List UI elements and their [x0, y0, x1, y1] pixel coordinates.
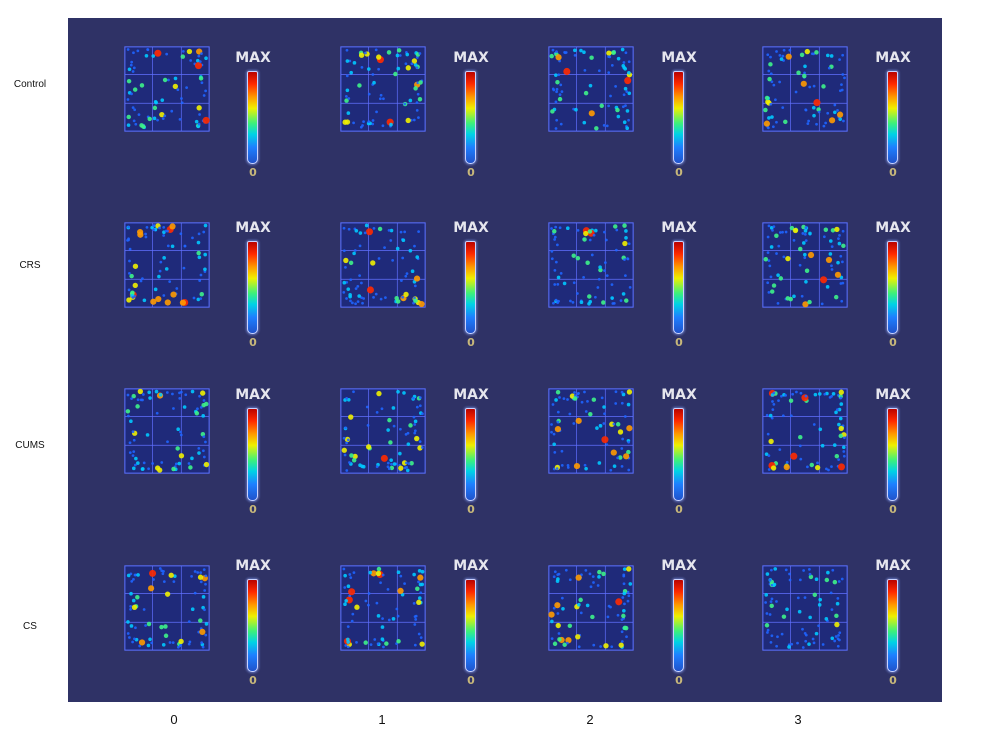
colorbar: MAX 0	[858, 558, 928, 688]
colorbar-gradient	[887, 579, 898, 672]
colorbar: MAX 0	[644, 220, 714, 350]
colorbar-max-label: MAX	[875, 387, 911, 403]
colorbar-min-label: 0	[675, 336, 683, 349]
heatmap-arena	[548, 222, 634, 308]
colorbar-gradient	[247, 71, 258, 164]
colorbar-max-label: MAX	[661, 558, 697, 574]
colorbar-gradient	[673, 408, 684, 501]
colorbar-min-label: 0	[889, 674, 897, 687]
colorbar-gradient	[465, 579, 476, 672]
colorbar: MAX 0	[436, 558, 506, 688]
colorbar: MAX 0	[858, 387, 928, 517]
colorbar-max-label: MAX	[875, 50, 911, 66]
colorbar-gradient	[673, 241, 684, 334]
colorbar-min-label: 0	[675, 674, 683, 687]
colorbar-gradient	[887, 408, 898, 501]
colorbar-gradient	[465, 408, 476, 501]
colorbar-gradient	[465, 241, 476, 334]
heatmap-arena	[124, 46, 210, 132]
colorbar: MAX 0	[218, 50, 288, 180]
colorbar-max-label: MAX	[235, 220, 271, 236]
colorbar-min-label: 0	[467, 336, 475, 349]
colorbar-max-label: MAX	[453, 220, 489, 236]
heatmap-arena	[340, 388, 426, 474]
colorbar: MAX 0	[436, 50, 506, 180]
heatmap-arena	[340, 222, 426, 308]
heatmap-arena	[762, 388, 848, 474]
colorbar-gradient	[673, 71, 684, 164]
heatmap-arena	[548, 388, 634, 474]
row-label: CS	[23, 621, 37, 632]
colorbar: MAX 0	[644, 387, 714, 517]
colorbar-min-label: 0	[249, 166, 257, 179]
colorbar-gradient	[887, 71, 898, 164]
colorbar-max-label: MAX	[453, 558, 489, 574]
column-label: 3	[794, 712, 802, 727]
row-label: CRS	[19, 260, 41, 271]
colorbar-gradient	[247, 241, 258, 334]
colorbar-max-label: MAX	[661, 220, 697, 236]
heatmap-arena	[124, 388, 210, 474]
colorbar-max-label: MAX	[453, 50, 489, 66]
colorbar-gradient	[887, 241, 898, 334]
heatmap-arena	[340, 565, 426, 651]
row-label: CUMS	[15, 440, 45, 451]
colorbar-gradient	[673, 579, 684, 672]
colorbar-min-label: 0	[889, 336, 897, 349]
colorbar-min-label: 0	[889, 503, 897, 516]
colorbar-min-label: 0	[249, 336, 257, 349]
colorbar-min-label: 0	[467, 503, 475, 516]
colorbar-min-label: 0	[675, 503, 683, 516]
heatmap-arena	[124, 565, 210, 651]
colorbar: MAX 0	[644, 558, 714, 688]
colorbar: MAX 0	[218, 558, 288, 688]
colorbar: MAX 0	[644, 50, 714, 180]
row-label: Control	[13, 79, 47, 90]
heatmap-arena	[340, 46, 426, 132]
heatmap-arena	[762, 46, 848, 132]
colorbar-gradient	[247, 579, 258, 672]
colorbar-gradient	[247, 408, 258, 501]
column-label: 2	[586, 712, 594, 727]
colorbar: MAX 0	[218, 220, 288, 350]
colorbar: MAX 0	[436, 387, 506, 517]
colorbar-max-label: MAX	[235, 558, 271, 574]
colorbar-min-label: 0	[467, 674, 475, 687]
colorbar-max-label: MAX	[661, 50, 697, 66]
colorbar: MAX 0	[858, 220, 928, 350]
colorbar-min-label: 0	[889, 166, 897, 179]
heatmap-arena	[548, 46, 634, 132]
colorbar-max-label: MAX	[875, 558, 911, 574]
colorbar-gradient	[465, 71, 476, 164]
colorbar-max-label: MAX	[875, 220, 911, 236]
colorbar-max-label: MAX	[235, 387, 271, 403]
heatmap-arena	[548, 565, 634, 651]
colorbar: MAX 0	[218, 387, 288, 517]
colorbar: MAX 0	[858, 50, 928, 180]
heatmap-arena	[762, 222, 848, 308]
colorbar-min-label: 0	[467, 166, 475, 179]
colorbar-min-label: 0	[249, 674, 257, 687]
heatmap-arena	[124, 222, 210, 308]
colorbar-min-label: 0	[675, 166, 683, 179]
colorbar-max-label: MAX	[453, 387, 489, 403]
colorbar: MAX 0	[436, 220, 506, 350]
colorbar-max-label: MAX	[235, 50, 271, 66]
column-label: 0	[170, 712, 178, 727]
column-label: 1	[378, 712, 386, 727]
colorbar-max-label: MAX	[661, 387, 697, 403]
heatmap-arena	[762, 565, 848, 651]
colorbar-min-label: 0	[249, 503, 257, 516]
